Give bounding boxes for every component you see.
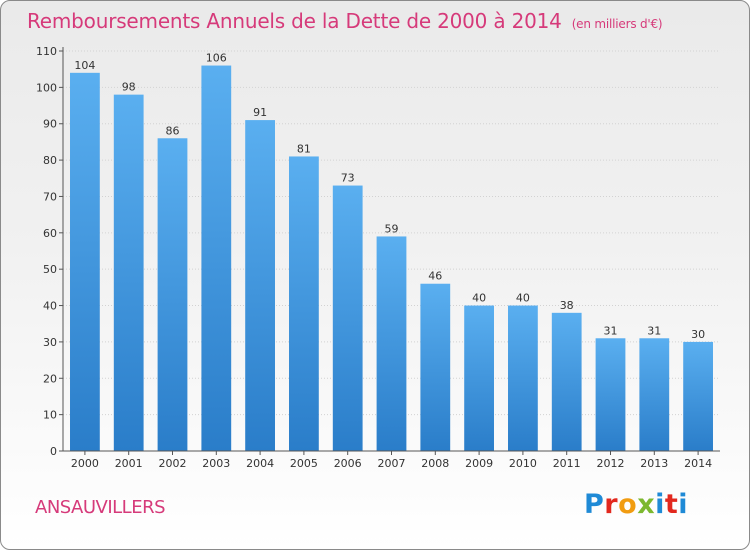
data-label: 59: [385, 222, 399, 235]
bar: [245, 120, 275, 451]
x-tick-label: 2011: [553, 457, 581, 470]
x-tick-label: 2013: [640, 457, 668, 470]
data-label: 31: [604, 324, 618, 337]
x-tick-label: 2007: [378, 457, 406, 470]
data-label: 86: [166, 124, 180, 137]
bar: [376, 236, 407, 451]
data-label: 46: [428, 270, 442, 283]
proxiti-logo: Proxiti: [584, 489, 688, 520]
title-text: Remboursements Annuels de la Dette de 20…: [27, 9, 562, 33]
x-tick-label: 2004: [246, 457, 274, 470]
commune-name: ANSAUVILLERS: [35, 497, 166, 518]
data-label: 106: [206, 52, 227, 65]
x-tick-label: 2006: [334, 457, 362, 470]
data-label: 98: [122, 81, 136, 94]
data-label: 104: [74, 59, 95, 72]
logo-letter: r: [604, 489, 619, 520]
y-tick-label: 10: [43, 409, 57, 422]
data-label: 40: [472, 292, 486, 305]
x-tick-label: 2009: [465, 457, 493, 470]
y-tick-label: 40: [43, 300, 57, 313]
x-tick-label: 2010: [509, 457, 537, 470]
bar: [639, 338, 670, 451]
logo-letter: t: [664, 489, 679, 520]
data-label: 30: [691, 328, 705, 341]
bar: [201, 65, 232, 451]
y-tick-label: 50: [43, 263, 57, 276]
y-tick-label: 0: [50, 445, 57, 458]
x-tick-label: 2001: [115, 457, 143, 470]
y-tick-label: 90: [43, 118, 57, 131]
x-tick-label: 2003: [202, 457, 230, 470]
bar: [289, 156, 319, 452]
data-label: 73: [341, 172, 355, 185]
bar: [595, 338, 626, 451]
x-tick-label: 2002: [159, 457, 187, 470]
bar: [464, 305, 494, 451]
logo-letter: i: [678, 489, 689, 520]
logo-letter: x: [637, 489, 656, 520]
bar: [508, 305, 538, 451]
bar: [420, 283, 451, 451]
bar: [70, 72, 100, 452]
y-tick-label: 110: [36, 45, 57, 58]
data-label: 31: [647, 324, 661, 337]
y-tick-label: 80: [43, 154, 57, 167]
x-tick-label: 2000: [71, 457, 99, 470]
bar: [113, 94, 144, 452]
chart-title: Remboursements Annuels de la Dette de 20…: [27, 9, 663, 33]
y-tick-label: 60: [43, 227, 57, 240]
bar: [157, 138, 188, 452]
data-label: 38: [560, 299, 574, 312]
x-tick-label: 2014: [684, 457, 712, 470]
y-tick-label: 100: [36, 81, 57, 94]
unit-label: (en milliers d'€): [571, 17, 663, 31]
data-label: 40: [516, 292, 530, 305]
logo-letter: i: [655, 489, 665, 520]
y-tick-label: 70: [43, 190, 57, 203]
logo-letter: o: [618, 489, 638, 520]
data-label: 91: [253, 106, 267, 119]
bar: [683, 341, 713, 451]
bar: [551, 312, 582, 451]
y-tick-label: 30: [43, 336, 57, 349]
y-tick-label: 20: [43, 372, 57, 385]
x-tick-label: 2005: [290, 457, 318, 470]
logo-letter: P: [584, 489, 605, 520]
data-label: 81: [297, 142, 311, 155]
x-tick-label: 2008: [421, 457, 449, 470]
x-tick-label: 2012: [597, 457, 625, 470]
bar: [332, 185, 363, 451]
